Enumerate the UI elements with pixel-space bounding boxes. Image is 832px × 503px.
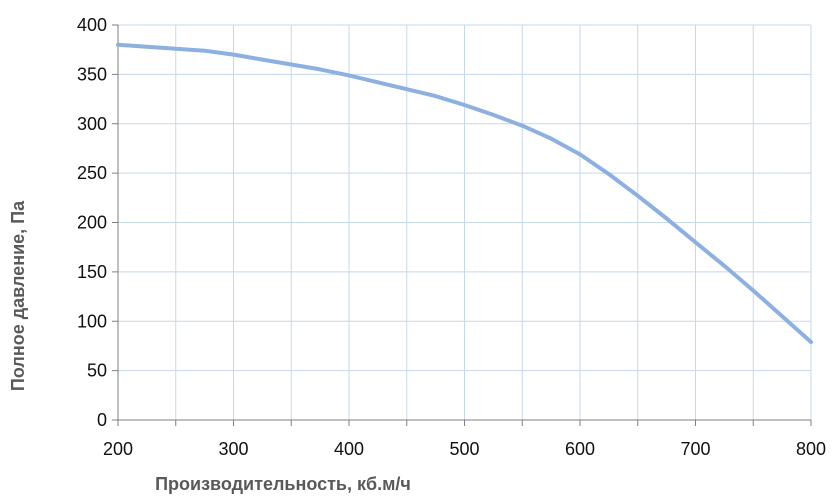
x-axis-title: Производительность, кб.м/ч [155, 474, 411, 494]
series [116, 42, 813, 344]
x-tick-label: 300 [218, 439, 248, 459]
x-tick-label: 500 [449, 439, 479, 459]
series-line [116, 42, 813, 344]
y-tick-label: 300 [77, 114, 107, 134]
x-tick-label: 400 [334, 439, 364, 459]
x-tick-label: 200 [103, 439, 133, 459]
x-tick-label: 600 [565, 439, 595, 459]
y-tick-label: 150 [77, 262, 107, 282]
y-tick-label: 400 [77, 15, 107, 35]
y-tick-label: 350 [77, 64, 107, 84]
y-tick-label: 0 [97, 410, 107, 430]
x-tick-label: 800 [796, 439, 826, 459]
grid [118, 24, 812, 420]
y-tick-label: 250 [77, 163, 107, 183]
y-tick-label: 50 [87, 361, 107, 381]
x-tick-label: 700 [680, 439, 710, 459]
y-tick-label: 100 [77, 311, 107, 331]
y-axis-title: Полное давление, Па [8, 200, 28, 391]
y-tick-label: 200 [77, 213, 107, 233]
axes: 0 50 100 150 200 250 300 350 400 200 300 400 500 600 7… [77, 15, 826, 459]
